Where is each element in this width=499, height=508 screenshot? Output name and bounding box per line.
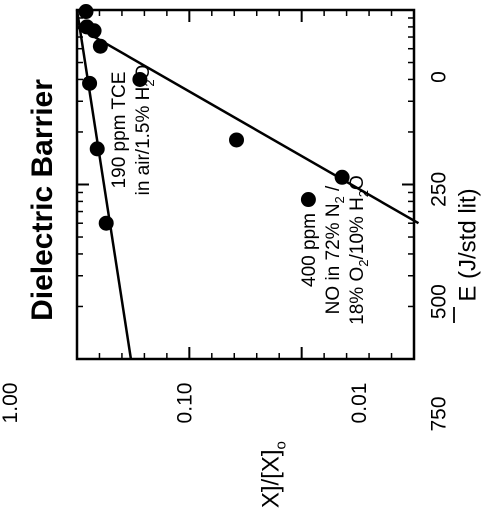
data-point-series-2 — [89, 141, 105, 157]
axis-ticks — [76, 9, 415, 360]
data-point-series-2 — [98, 215, 114, 231]
annotation-tce-segment: in air/1.5% H — [133, 87, 154, 196]
annotation-tce-segment: O — [133, 65, 154, 80]
fit-lines — [75, 9, 420, 360]
annotation-no-segment: 2 — [332, 196, 347, 203]
x-tick-label: 1.00 — [0, 383, 22, 424]
annotation-no-line: 400 ppm — [299, 213, 320, 287]
x-tick-label: 0.10 — [174, 383, 197, 424]
data-point-series-1 — [92, 38, 108, 54]
data-point-series-1 — [334, 169, 350, 185]
y-axis-label: E (J/std lit) — [453, 188, 481, 323]
x-tick-label: 0.01 — [348, 383, 371, 424]
y-tick-label: 500 — [427, 284, 450, 319]
annotation-no-segment: 2 — [356, 260, 371, 267]
x-axis-label-main: [X]/[X] — [257, 449, 284, 508]
data-point-series-1 — [86, 23, 102, 39]
annotation-tce-segment: 190 ppm TCE — [109, 72, 130, 189]
annotation-no-segment: / — [323, 185, 344, 196]
annotation-no: 400 ppm NO in 72% N2 /18% O2/10% H2O — [299, 175, 371, 325]
data-points — [78, 4, 350, 231]
annotation-no-segment: NO in 72% N — [323, 203, 344, 314]
annotation-no-line: 18% O2/10% H2O — [347, 175, 371, 325]
data-point-series-2 — [82, 75, 98, 91]
data-point-series-1 — [229, 132, 245, 148]
annotation-no-segment: O — [347, 175, 368, 190]
annotation-tce: 190 ppm TCE in air/1.5% H2O — [109, 65, 157, 196]
annotation-tce-line: in air/1.5% H2O — [133, 65, 157, 196]
annotation-no-segment: /10% H — [347, 197, 368, 259]
chart-title: Dielectric Barrier — [26, 79, 59, 321]
data-point-series-1 — [132, 71, 148, 87]
annotation-no-segment: 2 — [356, 190, 371, 197]
y-tick-label: 250 — [427, 172, 450, 207]
x-axis-label-sub: o — [272, 441, 289, 449]
fit-line-1 — [76, 25, 420, 225]
y-axis-label-text: E (J/std lit) — [454, 188, 481, 301]
y-tick-label: 0 — [427, 71, 450, 83]
annotation-tce-line: 190 ppm TCE — [109, 72, 130, 189]
fit-line-2 — [75, 9, 133, 360]
data-point-series-1 — [300, 192, 316, 208]
data-point-series-1 — [78, 4, 94, 20]
annotation-no-line: NO in 72% N2 / — [323, 185, 347, 314]
annotation-no-segment: 400 ppm — [299, 213, 320, 287]
y-tick-label: 750 — [427, 396, 450, 431]
annotation-tce-segment: 2 — [142, 79, 157, 86]
labels: 1.00 0.10 0.01 0 250 500 750 Dielectric Barrier… — [0, 65, 481, 508]
annotation-no-segment: 18% O — [347, 267, 368, 325]
x-axis-label: [X]/[X]o — [257, 441, 289, 508]
